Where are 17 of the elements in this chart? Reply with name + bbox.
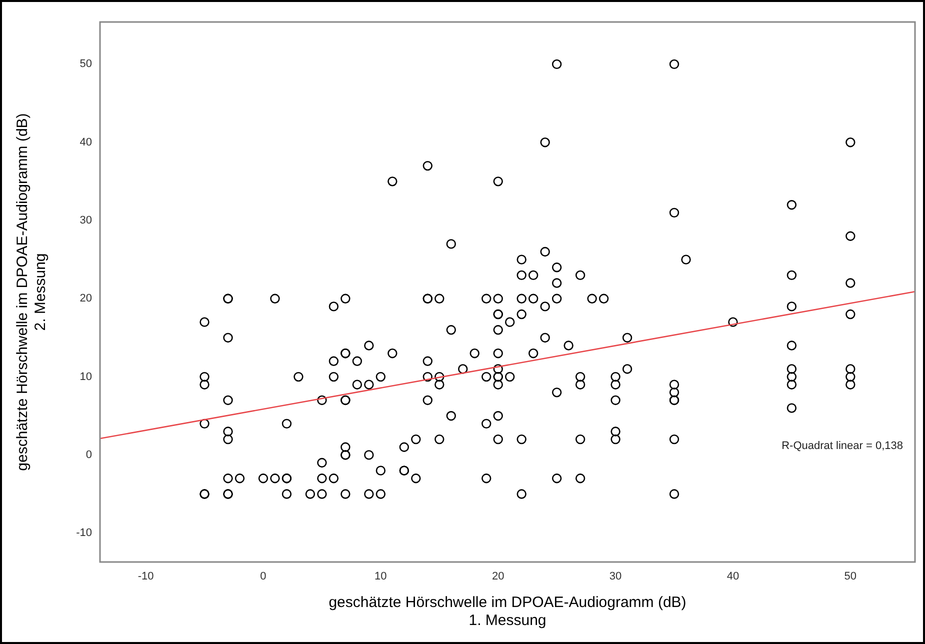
- x-axis-title: geschätzte Hörschwelle im DPOAE-Audiogramm (dB) 1. Messung: [328, 594, 686, 630]
- y-axis-title: geschätzte Hörschwelle im DPOAE-Audiogramm (dB) 2. Messung: [14, 113, 50, 471]
- x-tick-label: 0: [260, 570, 266, 583]
- y-tick-label: 30: [80, 214, 92, 227]
- y-tick-label: 50: [80, 58, 92, 70]
- y-tick-label: -10: [76, 527, 92, 540]
- annotation: R-Quadrat linear = 0,138: [782, 440, 903, 452]
- x-tick-label: 50: [844, 570, 857, 583]
- x-tick-label: 40: [726, 570, 740, 583]
- x-tick-label: 20: [492, 570, 504, 583]
- y-tick-label: 10: [80, 370, 92, 383]
- x-tick-label: -10: [138, 570, 154, 583]
- y-tick-label: 20: [80, 292, 92, 305]
- x-tick-label: 30: [609, 570, 622, 583]
- y-tick-label: 0: [86, 448, 92, 461]
- y-tick-label: 40: [80, 136, 92, 148]
- x-tick-label: 10: [374, 570, 387, 583]
